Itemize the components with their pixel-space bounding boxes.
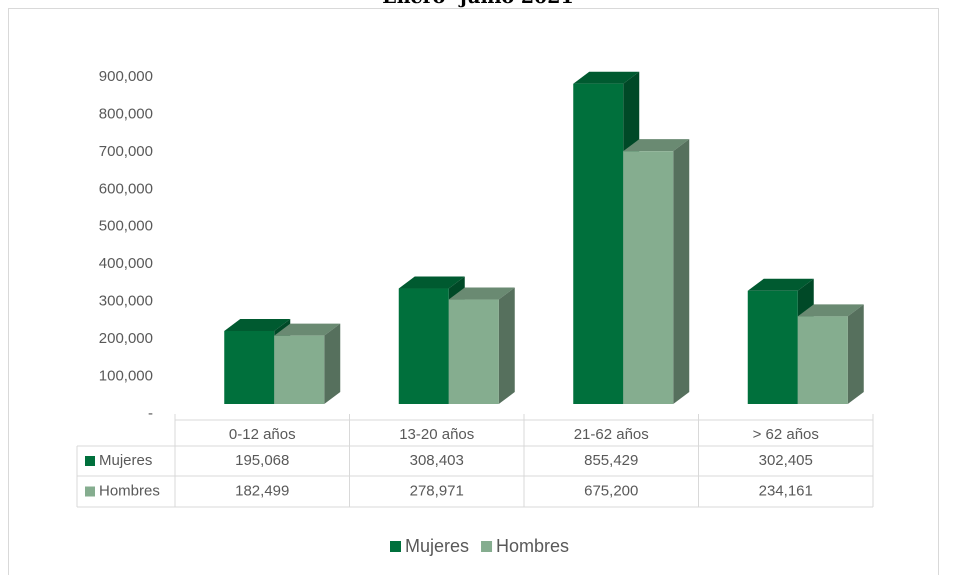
- y-tick-label: 300,000: [99, 293, 153, 310]
- x-tick-label: 0-12 años: [229, 426, 296, 443]
- bar: [623, 151, 674, 404]
- table-value: 675,200: [584, 482, 638, 499]
- bar: [797, 316, 848, 404]
- bar: [448, 299, 499, 404]
- chart-title: Enero- junio 2021: [382, 0, 573, 8]
- table-value: 234,161: [759, 482, 813, 499]
- table-legend-key: [85, 486, 95, 497]
- table-value: 308,403: [410, 452, 464, 469]
- legend-label: Mujeres: [405, 536, 469, 556]
- bar-top: [398, 276, 465, 289]
- legend-key: [481, 541, 493, 552]
- chart-border: [8, 8, 939, 575]
- table-value: 278,971: [410, 482, 464, 499]
- bar-top: [573, 71, 640, 84]
- bar-side: [673, 139, 690, 404]
- x-tick-label: 21-62 años: [574, 426, 649, 443]
- x-tick-label: > 62 años: [753, 426, 819, 443]
- table-value: 855,429: [584, 452, 638, 469]
- y-tick-label: 200,000: [99, 330, 153, 347]
- legend-key: [390, 541, 401, 552]
- y-tick-label: 900,000: [99, 68, 153, 85]
- bar: [398, 288, 449, 404]
- y-tick-label: 700,000: [99, 143, 153, 160]
- table-series-name: Hombres: [99, 482, 160, 499]
- legend-label: Hombres: [496, 536, 569, 556]
- bar-side: [498, 287, 515, 404]
- y-tick-label: 400,000: [99, 255, 153, 272]
- bar: [224, 330, 275, 404]
- bar: [274, 335, 325, 404]
- bar-side: [847, 304, 864, 404]
- y-tick-label: 500,000: [99, 218, 153, 235]
- bar-side: [324, 323, 341, 404]
- bar-top: [747, 278, 814, 291]
- bar-top: [623, 139, 690, 152]
- bar-top: [274, 323, 341, 336]
- y-tick-label: 800,000: [99, 105, 153, 122]
- bar-top: [797, 304, 864, 317]
- table-value: 182,499: [235, 482, 289, 499]
- bar-top: [224, 318, 291, 331]
- table-value: 195,068: [235, 452, 289, 469]
- y-tick-label: 100,000: [99, 368, 153, 385]
- bar: [573, 83, 624, 404]
- table-series-name: Mujeres: [99, 452, 152, 469]
- x-tick-label: 13-20 años: [399, 426, 474, 443]
- bar: [747, 290, 798, 404]
- y-tick-label: -: [148, 405, 153, 422]
- table-legend-key: [85, 456, 95, 466]
- y-tick-label: 600,000: [99, 180, 153, 197]
- table-value: 302,405: [759, 452, 813, 469]
- bar-top: [448, 287, 515, 300]
